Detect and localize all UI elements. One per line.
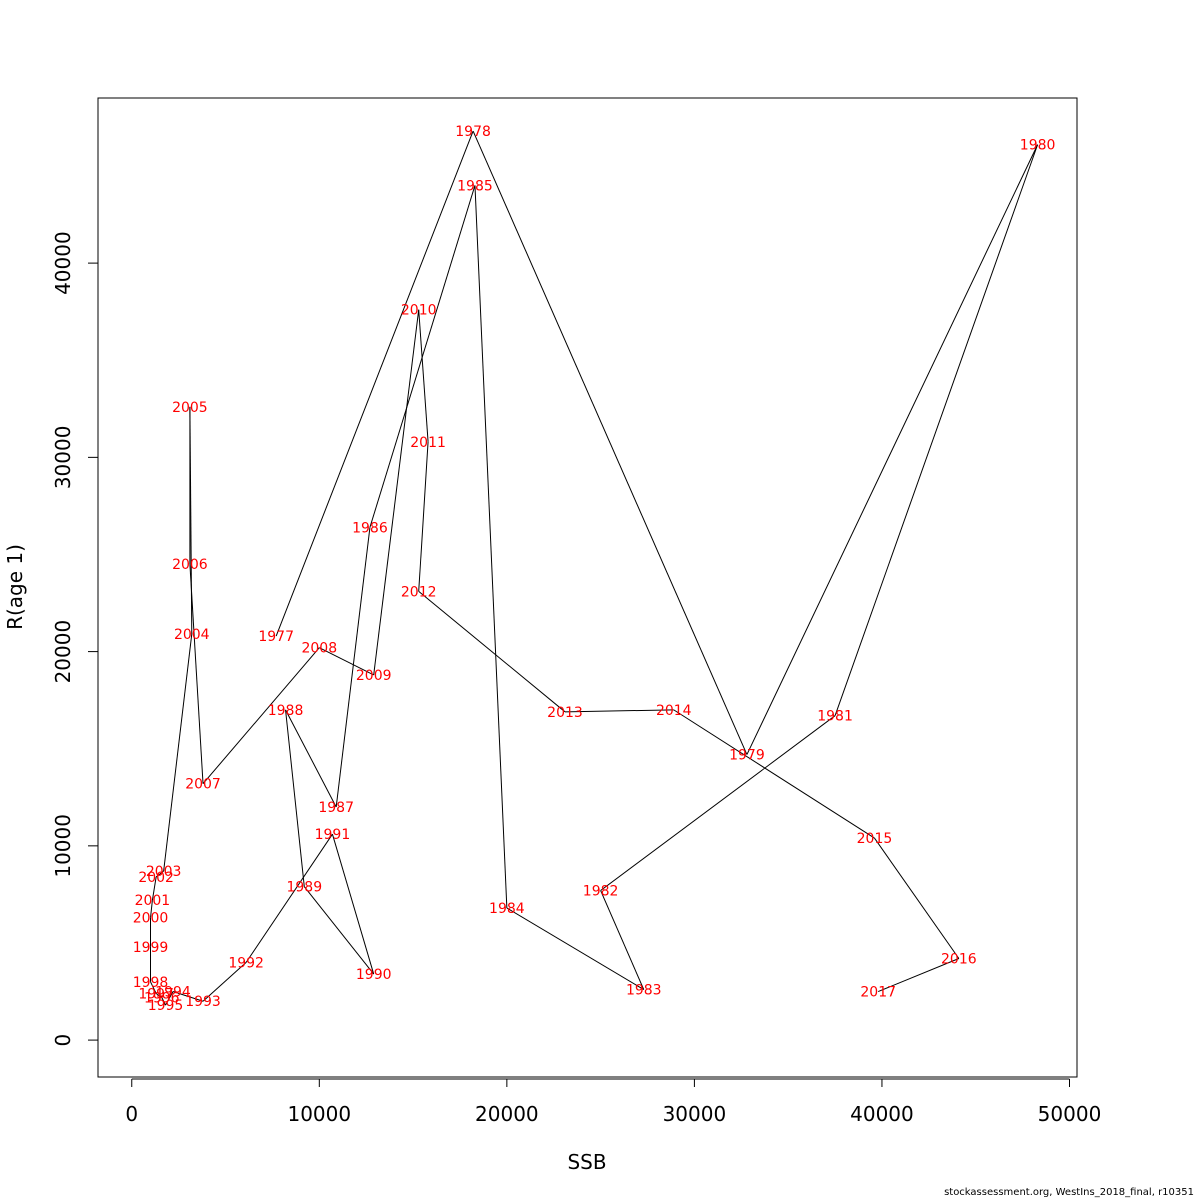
y-tick-label: 0 xyxy=(51,1034,75,1047)
point-label: 2003 xyxy=(146,864,182,880)
series-segment xyxy=(285,709,337,808)
point-label: 1981 xyxy=(817,709,853,725)
series-segment xyxy=(335,527,371,808)
x-tick-label: 40000 xyxy=(850,1102,914,1126)
point-label: 2010 xyxy=(401,303,437,319)
x-tick-label: 0 xyxy=(125,1102,138,1126)
point-label: 1977 xyxy=(258,629,294,645)
point-label: 2015 xyxy=(857,831,893,847)
series-segment xyxy=(418,309,429,442)
series-segment xyxy=(874,837,960,959)
point-label: 2017 xyxy=(860,985,896,1001)
point-label: 1985 xyxy=(457,178,493,194)
point-label: 2000 xyxy=(133,911,169,927)
series-segment xyxy=(150,981,157,994)
point-label: 1979 xyxy=(729,748,765,764)
y-tick-label: 20000 xyxy=(51,620,75,684)
footer-note: stockassessment.org, WestIns_2018_final,… xyxy=(944,1187,1194,1198)
series-segment xyxy=(161,997,166,1006)
y-axis-title: R(age 1) xyxy=(3,544,27,630)
series-segment xyxy=(275,130,474,637)
point-label: 2014 xyxy=(656,703,692,719)
point-label: 2012 xyxy=(401,584,437,600)
series-segment xyxy=(163,634,193,872)
series-segment xyxy=(834,144,1039,716)
point-label: 2004 xyxy=(174,627,210,643)
series-segment xyxy=(155,993,163,998)
point-label: 2013 xyxy=(547,705,583,721)
series-segment xyxy=(418,441,429,592)
series-segment xyxy=(155,870,164,878)
point-label: 1984 xyxy=(489,901,525,917)
series-segment xyxy=(189,564,204,784)
x-tick-label: 20000 xyxy=(475,1102,539,1126)
point-label: 1983 xyxy=(626,983,662,999)
series-segment xyxy=(506,907,645,991)
point-label: 2016 xyxy=(941,952,977,968)
series-segment xyxy=(418,590,566,713)
series-segment xyxy=(303,886,375,975)
point-label: 1994 xyxy=(155,985,191,1001)
point-label: 1992 xyxy=(228,955,264,971)
x-tick-label: 30000 xyxy=(663,1102,727,1126)
x-axis-title: SSB xyxy=(567,1150,606,1174)
point-label: 2009 xyxy=(356,668,392,684)
series-line xyxy=(150,130,1039,1006)
y-axis: 0 10000 20000 30000 40000 xyxy=(51,231,99,1047)
series-segment xyxy=(319,647,374,676)
point-label: 1988 xyxy=(268,703,304,719)
point-label: 1995 xyxy=(148,998,184,1014)
point-label: 2005 xyxy=(172,400,208,416)
series-segment xyxy=(172,991,204,1002)
point-label: 1986 xyxy=(352,520,388,536)
series-segment xyxy=(600,715,836,891)
series-segment xyxy=(150,900,153,918)
point-label: 1998 xyxy=(133,975,169,991)
y-tick-label: 10000 xyxy=(51,814,75,878)
x-tick-label: 10000 xyxy=(287,1102,351,1126)
point-labels: 1977 1978 1979 1980 1981 1982 1983 1984 1985 1986… xyxy=(133,124,1056,1014)
series-segment xyxy=(151,876,157,901)
series-segment xyxy=(285,709,305,887)
point-label: 1996 xyxy=(144,990,180,1006)
point-label: 1982 xyxy=(583,884,619,900)
point-label: 2002 xyxy=(138,870,174,886)
series-segment xyxy=(472,130,748,755)
series-segment xyxy=(600,890,645,990)
point-label: 2008 xyxy=(301,641,337,657)
point-label: 1993 xyxy=(185,994,221,1010)
point-label: 1987 xyxy=(318,800,354,816)
point-label: 2007 xyxy=(185,777,221,793)
y-tick-label: 30000 xyxy=(51,426,75,490)
point-label: 1978 xyxy=(455,124,491,140)
series-segment xyxy=(673,709,875,839)
series-segment xyxy=(331,834,375,975)
series-segment xyxy=(878,958,960,992)
point-label: 1980 xyxy=(1020,138,1056,154)
point-label: 2001 xyxy=(135,893,171,909)
series-segment xyxy=(474,185,508,909)
x-tick-label: 50000 xyxy=(1038,1102,1102,1126)
point-label: 2011 xyxy=(410,435,446,451)
series-segment xyxy=(202,962,247,1002)
plot-box xyxy=(97,97,1078,1078)
series-segment xyxy=(746,144,1039,755)
series-segment xyxy=(165,991,174,1006)
series-segment xyxy=(373,309,420,675)
point-label: 2006 xyxy=(172,557,208,573)
x-axis: 0 10000 20000 30000 40000 50000 xyxy=(125,1078,1102,1126)
point-label: 1989 xyxy=(286,880,322,896)
series-segment xyxy=(202,647,320,785)
point-label: 1997 xyxy=(138,986,174,1002)
point-label: 1990 xyxy=(356,967,392,983)
point-label: 1999 xyxy=(133,940,169,956)
series-segment xyxy=(245,833,333,963)
y-tick-label: 40000 xyxy=(51,231,75,295)
point-label: 1991 xyxy=(315,827,351,843)
series-segment xyxy=(564,709,674,713)
